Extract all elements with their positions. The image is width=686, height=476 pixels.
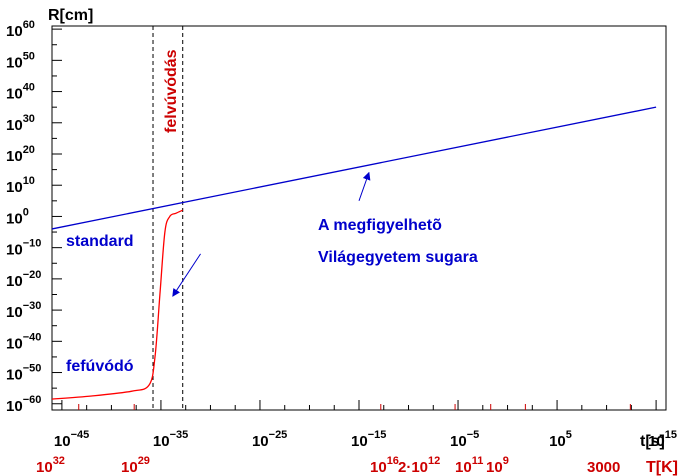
temperature-axis-label: T[K] xyxy=(646,459,678,476)
y-tick-label: 1030 xyxy=(6,113,35,134)
y-tick-labels: 10−60 10−50 10−40 10−30 10−20 10−10 100 1010 102… xyxy=(6,19,41,415)
y-axis-label: R[cm] xyxy=(48,7,93,24)
y-tick-label: 10−10 xyxy=(6,238,41,259)
temperature-tick-label: 1029 xyxy=(121,455,150,476)
x-tick-label: 10−15 xyxy=(351,429,386,450)
y-tick-label: 1040 xyxy=(6,82,35,103)
x-tick-label: 10−25 xyxy=(252,429,287,450)
y-tick-label: 10−30 xyxy=(6,300,41,321)
temperature-tick-label: 3000 xyxy=(587,459,620,476)
y-tick-label: 100 xyxy=(6,206,29,227)
x-tick-labels: 10−45 10−35 10−25 10−15 10−5 105 1015 xyxy=(54,429,677,450)
observable-universe-label-line1: A megfigyelhetõ xyxy=(318,217,442,234)
x-tick-label: 10−35 xyxy=(153,429,188,450)
series-group xyxy=(51,106,657,400)
standard-label: standard xyxy=(66,233,134,250)
y-tick-label: 1010 xyxy=(6,175,35,196)
tick-marks xyxy=(52,28,657,410)
temperature-tick-label: 1032 xyxy=(36,455,65,476)
temperature-tick-label: 1016 xyxy=(370,455,399,476)
temperature-tick-labels: 1032 1029 1016 2·1012 1011 109 3000 xyxy=(36,455,620,476)
annotation-arrows xyxy=(172,171,371,297)
inflationary-label: fefúvódó xyxy=(66,358,134,375)
y-tick-label: 1050 xyxy=(6,50,35,71)
series-line-standard xyxy=(51,106,657,230)
y-tick-label: 10−40 xyxy=(6,331,41,352)
y-tick-label: 10−20 xyxy=(6,269,41,290)
inflation-period-label: felvúvódás xyxy=(163,49,180,133)
inflation-boundaries xyxy=(152,26,184,410)
annotation-arrow-1 xyxy=(172,253,201,297)
temperature-tick-label: 109 xyxy=(486,455,509,476)
x-tick-label: 105 xyxy=(549,429,572,450)
series-line-fefúvódó xyxy=(51,209,183,400)
temperature-tick-label: 1011 xyxy=(455,455,483,476)
y-tick-label: 1020 xyxy=(6,144,35,165)
x-tick-label: 1015 xyxy=(648,429,677,450)
x-tick-label: 10−5 xyxy=(450,429,479,450)
y-tick-label: 1060 xyxy=(6,19,35,40)
observable-universe-label-line2: Világegyetem sugara xyxy=(318,249,478,266)
temperature-tick-label: 2·1012 xyxy=(398,455,440,476)
x-axis-label: t[s] xyxy=(640,433,665,450)
y-tick-label: 10−60 xyxy=(6,394,41,415)
x-tick-label: 10−45 xyxy=(54,429,89,450)
y-tick-label: 10−50 xyxy=(6,363,41,384)
annotation-arrow-0 xyxy=(358,171,371,201)
